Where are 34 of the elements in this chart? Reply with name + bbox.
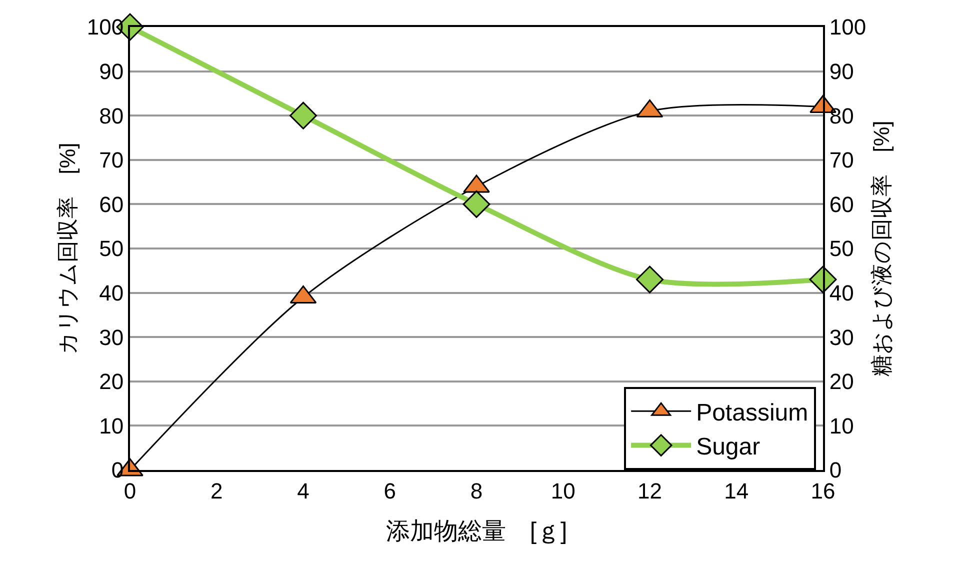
x-tick-label: 8 xyxy=(470,478,483,504)
y-tick-label: 20 xyxy=(99,369,124,394)
legend-label: Potassium xyxy=(696,399,808,426)
x-tick-label: 10 xyxy=(550,478,576,504)
point xyxy=(462,190,490,218)
y2-axis-title: 糖および液の回収率 [%] xyxy=(869,120,894,376)
y2-tick-label: 70 xyxy=(829,148,854,173)
x-tick-label: 2 xyxy=(210,478,223,504)
x-tick-label: 12 xyxy=(638,478,662,504)
y2-tick-label: 60 xyxy=(829,192,854,217)
y2-tick-label: 100 xyxy=(829,14,866,40)
x-tick-label: 4 xyxy=(297,478,310,504)
x-tick-label: 14 xyxy=(724,478,749,504)
point xyxy=(290,102,317,130)
y2-tick-label: 10 xyxy=(829,413,854,438)
y2-tick-label: 80 xyxy=(829,103,854,128)
y-tick-label: 60 xyxy=(99,192,124,217)
y-tick-label: 10 xyxy=(99,413,124,438)
y-tick-label: 90 xyxy=(99,59,124,84)
y-tick-label: 50 xyxy=(99,236,124,262)
y-tick-label: 30 xyxy=(99,324,124,350)
y2-tick-label: 20 xyxy=(829,369,854,394)
y2-tick-label: 50 xyxy=(829,236,854,262)
y-tick-label: 70 xyxy=(99,148,124,173)
legend-label: Sugar xyxy=(696,434,760,461)
x-tick-label: 6 xyxy=(384,478,396,504)
y-tick-label: 40 xyxy=(99,280,124,306)
y-axis-title: カリウム回収率 [%] xyxy=(55,142,80,354)
y2-tick-label: 90 xyxy=(829,59,854,84)
point xyxy=(636,266,664,294)
y2-tick-label: 30 xyxy=(829,324,854,350)
y-tick-label: 80 xyxy=(99,103,124,128)
x-axis-title: 添加物総量 [ｇ] xyxy=(386,518,568,546)
y2-tick-label: 40 xyxy=(829,280,854,306)
